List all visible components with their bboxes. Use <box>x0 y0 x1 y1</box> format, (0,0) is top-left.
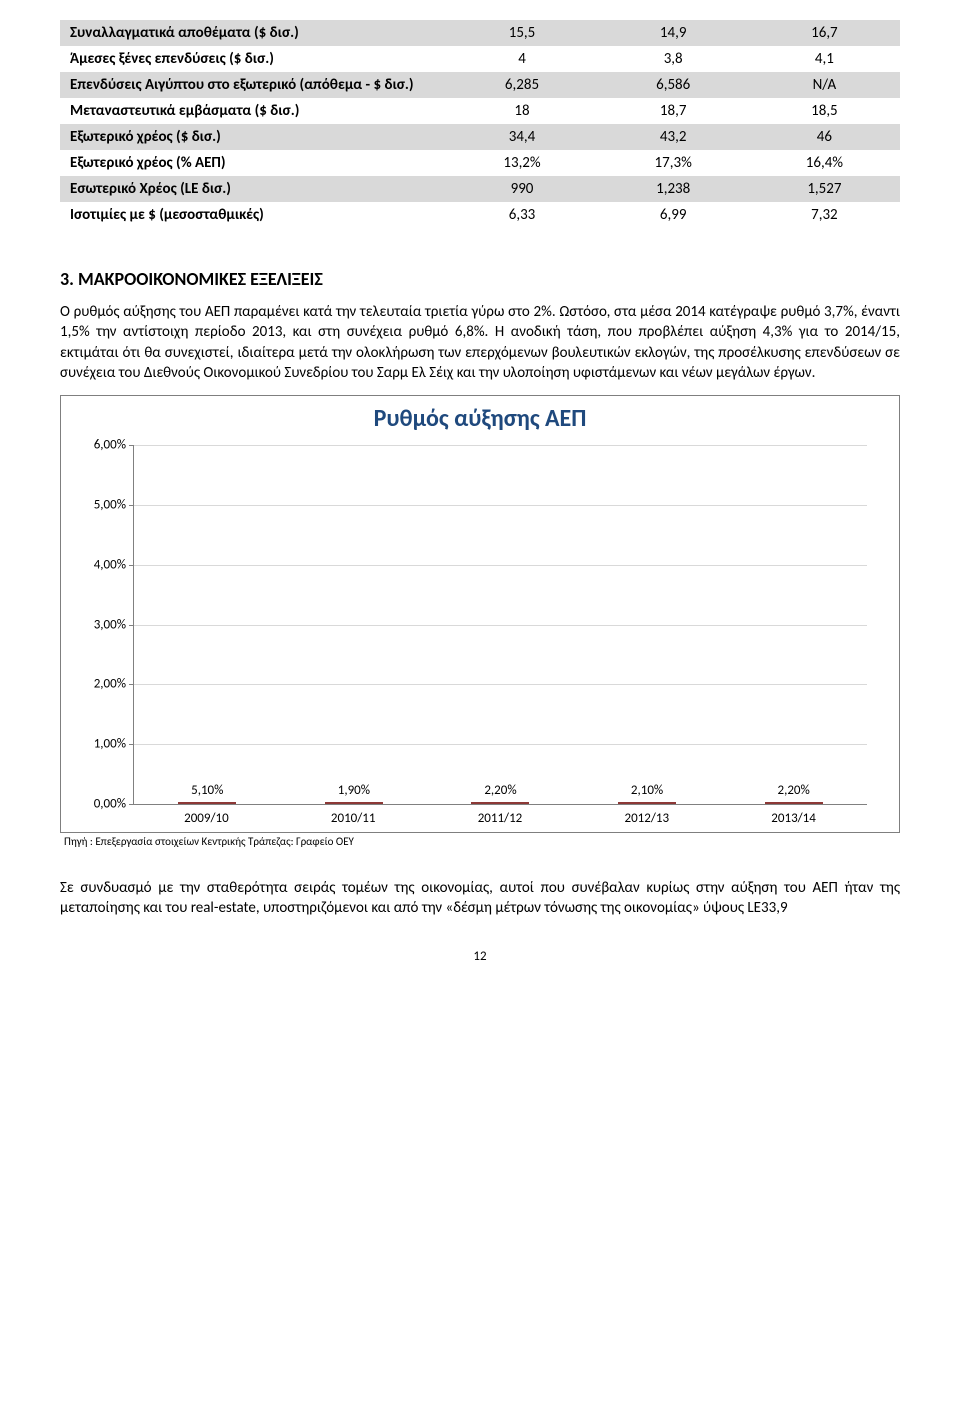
economic-indicators-table: Συναλλαγματικά αποθέματα ($ δισ.)15,514,… <box>60 20 900 228</box>
row-value: 6,33 <box>446 202 597 228</box>
row-label: Εξωτερικό χρέος ($ δισ.) <box>60 124 446 150</box>
y-tick-label: 2,00% <box>76 677 126 692</box>
chart-title: Ρυθμός αύξησης ΑΕΠ <box>73 404 887 433</box>
chart-plot-area: 5,10%1,90%2,20%2,10%2,20% 0,00%1,00%2,00… <box>133 445 867 805</box>
gridline <box>134 565 867 566</box>
y-tick-label: 6,00% <box>76 438 126 453</box>
x-axis-label: 2013/14 <box>728 811 860 826</box>
x-axis-label: 2009/10 <box>140 811 272 826</box>
row-label: Εσωτερικό Χρέος (LE δισ.) <box>60 176 446 202</box>
row-value: 14,9 <box>598 20 749 46</box>
table-row: Εξωτερικό χρέος (% ΑΕΠ)13,2%17,3%16,4% <box>60 150 900 176</box>
x-axis-label: 2012/13 <box>581 811 713 826</box>
gridline <box>134 505 867 506</box>
bar-wrap: 2,10% <box>581 783 713 804</box>
row-value: N/A <box>749 72 900 98</box>
row-value: 18,5 <box>749 98 900 124</box>
row-value: 16,7 <box>749 20 900 46</box>
gridline <box>134 744 867 745</box>
bar-wrap: 2,20% <box>435 783 567 804</box>
table-row: Συναλλαγματικά αποθέματα ($ δισ.)15,514,… <box>60 20 900 46</box>
row-label: Επενδύσεις Αιγύπτου στο εξωτερικό (απόθε… <box>60 72 446 98</box>
x-axis-label: 2010/11 <box>287 811 419 826</box>
row-label: Εξωτερικό χρέος (% ΑΕΠ) <box>60 150 446 176</box>
bar <box>765 802 823 804</box>
row-value: 46 <box>749 124 900 150</box>
chart-source: Πηγή : Επεξεργασία στοιχείων Κεντρικής Τ… <box>64 835 900 848</box>
y-tick-label: 1,00% <box>76 737 126 752</box>
x-axis-label: 2011/12 <box>434 811 566 826</box>
table-row: Εσωτερικό Χρέος (LE δισ.)9901,2381,527 <box>60 176 900 202</box>
row-value: 6,285 <box>446 72 597 98</box>
y-tick-mark <box>129 445 134 446</box>
intro-paragraph: Ο ρυθμός αύξησης του ΑΕΠ παραμένει κατά … <box>60 302 900 383</box>
bar-value-label: 2,20% <box>484 783 516 798</box>
row-value: 18 <box>446 98 597 124</box>
row-value: 18,7 <box>598 98 749 124</box>
bar-wrap: 2,20% <box>728 783 860 804</box>
row-value: 4 <box>446 46 597 72</box>
y-tick-mark <box>129 744 134 745</box>
y-tick-label: 5,00% <box>76 497 126 512</box>
page-number: 12 <box>60 949 900 964</box>
y-tick-label: 3,00% <box>76 617 126 632</box>
row-value: 43,2 <box>598 124 749 150</box>
bar <box>325 802 383 804</box>
row-value: 16,4% <box>749 150 900 176</box>
y-tick-mark <box>129 625 134 626</box>
bar <box>178 802 236 804</box>
bar-value-label: 1,90% <box>338 783 370 798</box>
table-row: Μεταναστευτικά εμβάσματα ($ δισ.)1818,71… <box>60 98 900 124</box>
bar-wrap: 1,90% <box>288 783 420 804</box>
row-label: Μεταναστευτικά εμβάσματα ($ δισ.) <box>60 98 446 124</box>
gdp-growth-chart: Ρυθμός αύξησης ΑΕΠ 5,10% 1,90% 2,20% 2,10% 2… <box>60 395 900 833</box>
bar-value-label: 2,20% <box>778 783 810 798</box>
table-row: Ισοτιμίες με $ (μεσοσταθμικές)6,336,997,… <box>60 202 900 228</box>
row-value: 6,586 <box>598 72 749 98</box>
gridline <box>134 445 867 446</box>
bar-value-label: 5,10% <box>191 783 223 798</box>
y-tick-mark <box>129 565 134 566</box>
row-value: 1,238 <box>598 176 749 202</box>
row-label: Άμεσες ξένες επενδύσεις ($ δισ.) <box>60 46 446 72</box>
row-value: 3,8 <box>598 46 749 72</box>
row-value: 6,99 <box>598 202 749 228</box>
section-heading: 3. ΜΑΚΡΟΟΙΚΟΝΟΜΙΚΕΣ ΕΞΕΛΙΞΕΙΣ <box>60 268 900 290</box>
y-tick-mark <box>129 684 134 685</box>
row-value: 7,32 <box>749 202 900 228</box>
y-tick-label: 4,00% <box>76 557 126 572</box>
row-value: 4,1 <box>749 46 900 72</box>
bar <box>618 802 676 804</box>
table-row: Επενδύσεις Αιγύπτου στο εξωτερικό (απόθε… <box>60 72 900 98</box>
bar-value-label: 2,10% <box>631 783 663 798</box>
row-value: 990 <box>446 176 597 202</box>
x-axis-labels: 2009/10 2010/11 2011/12 2012/13 2013/14 <box>133 811 867 826</box>
y-tick-mark <box>129 804 134 805</box>
y-tick-mark <box>129 505 134 506</box>
bar <box>471 802 529 804</box>
row-value: 17,3% <box>598 150 749 176</box>
bar-wrap: 5,10% <box>141 783 273 804</box>
row-label: Ισοτιμίες με $ (μεσοσταθμικές) <box>60 202 446 228</box>
table-row: Εξωτερικό χρέος ($ δισ.)34,443,246 <box>60 124 900 150</box>
row-value: 1,527 <box>749 176 900 202</box>
y-tick-label: 0,00% <box>76 797 126 812</box>
row-value: 34,4 <box>446 124 597 150</box>
row-value: 13,2% <box>446 150 597 176</box>
gridline <box>134 625 867 626</box>
row-value: 15,5 <box>446 20 597 46</box>
table-row: Άμεσες ξένες επενδύσεις ($ δισ.)43,84,1 <box>60 46 900 72</box>
row-label: Συναλλαγματικά αποθέματα ($ δισ.) <box>60 20 446 46</box>
closing-paragraph: Σε συνδυασμό με την σταθερότητα σειράς τ… <box>60 878 900 919</box>
gridline <box>134 684 867 685</box>
